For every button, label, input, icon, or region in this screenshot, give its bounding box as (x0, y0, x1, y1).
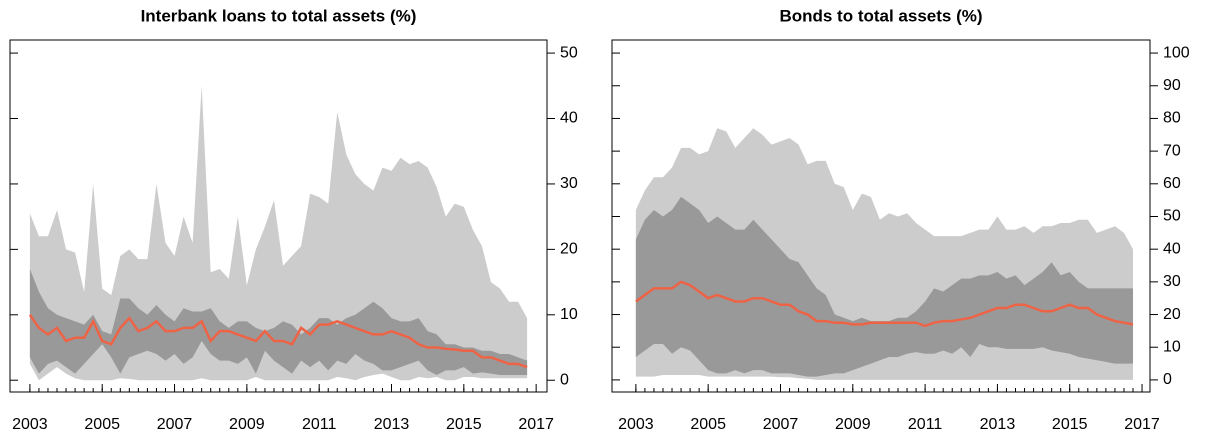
y-tick-label: 80 (1163, 110, 1181, 127)
y-tick-label: 50 (560, 44, 578, 61)
y-tick-label: 50 (1163, 208, 1181, 225)
y-tick-label: 10 (1163, 338, 1181, 355)
x-tick-label: 2007 (763, 416, 799, 433)
x-tick-label: 2013 (980, 416, 1016, 433)
x-tick-label: 2009 (835, 416, 871, 433)
band (29, 85, 528, 381)
x-tick-label: 2003 (12, 416, 48, 433)
chart-title: Bonds to total assets (%) (779, 6, 982, 25)
y-tick-label: 10 (560, 306, 578, 323)
chart-title: Interbank loans to total assets (%) (141, 6, 417, 25)
x-tick-label: 2015 (1052, 416, 1088, 433)
y-tick-label: 20 (560, 241, 578, 258)
y-tick-label: 100 (1163, 44, 1190, 61)
x-tick-label: 2003 (618, 416, 654, 433)
x-tick-label: 2005 (84, 416, 120, 433)
x-tick-label: 2005 (690, 416, 726, 433)
y-tick-label: 40 (1163, 240, 1181, 257)
x-tick-label: 2011 (302, 416, 337, 433)
y-tick-label: 60 (1163, 175, 1181, 192)
x-tick-label: 2017 (518, 416, 554, 433)
y-tick-label: 0 (560, 371, 569, 388)
band (635, 196, 1134, 377)
y-tick-label: 40 (560, 110, 578, 127)
y-tick-label: 30 (560, 175, 578, 192)
x-tick-label: 2009 (229, 416, 265, 433)
plot-frame (9, 39, 548, 393)
median-line (28, 314, 528, 369)
x-tick-label: 2007 (157, 416, 193, 433)
y-tick-label: 70 (1163, 142, 1181, 159)
y-tick-label: 30 (1163, 273, 1181, 290)
x-tick-label: 2017 (1124, 416, 1160, 433)
y-tick-label: 0 (1163, 371, 1172, 388)
band (29, 268, 528, 375)
x-tick-label: 2015 (446, 416, 482, 433)
y-tick-label: 90 (1163, 77, 1181, 94)
x-tick-label: 2011 (908, 416, 943, 433)
y-tick-label: 20 (1163, 306, 1181, 323)
median-line (635, 280, 1134, 328)
x-tick-label: 2013 (374, 416, 410, 433)
